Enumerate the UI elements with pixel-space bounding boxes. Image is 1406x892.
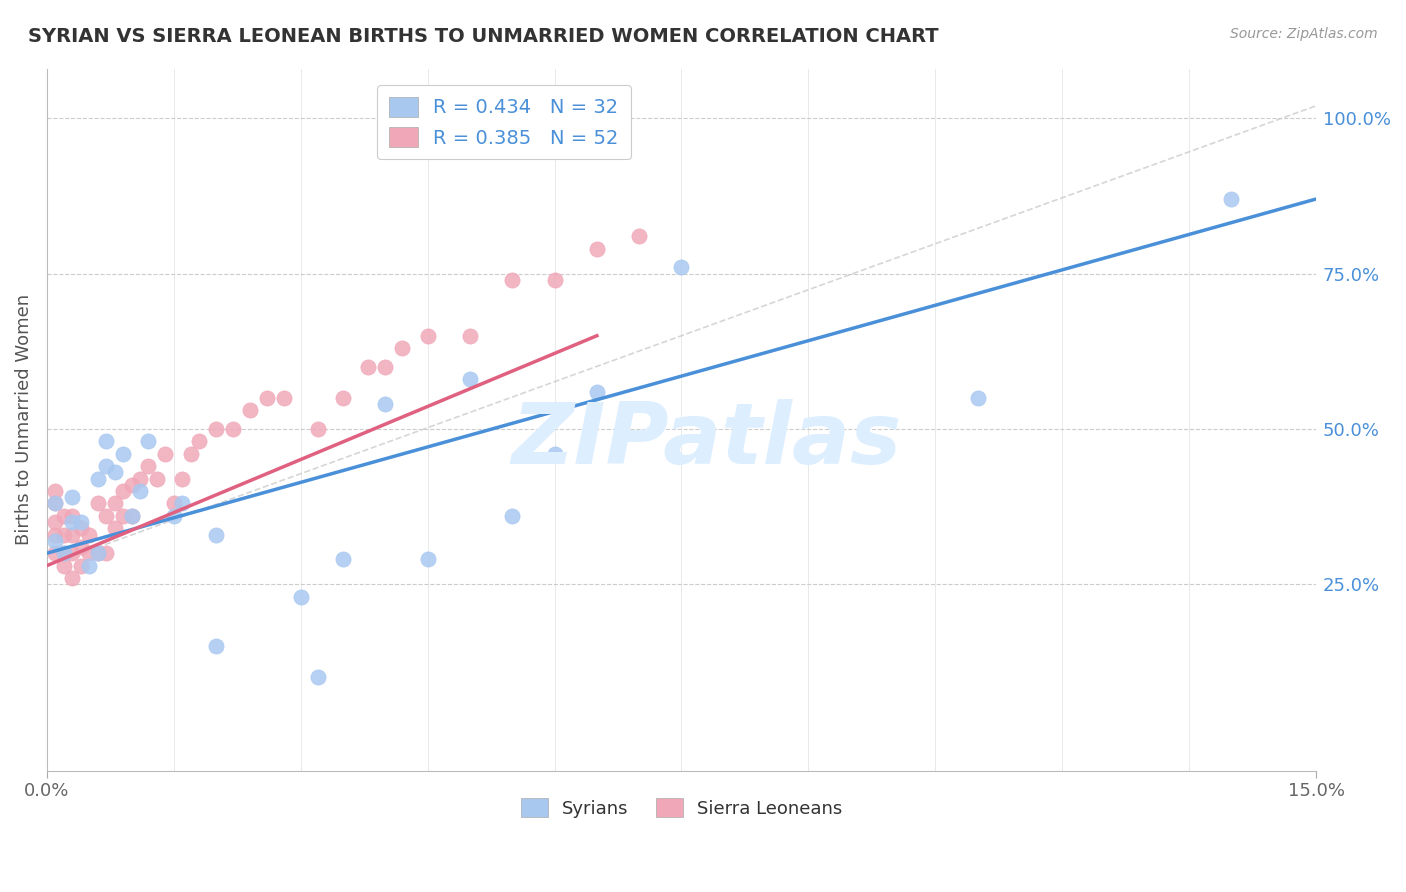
Point — [307, 671, 329, 685]
Point — [121, 508, 143, 523]
Point — [44, 546, 66, 560]
Point — [69, 515, 91, 529]
Point — [458, 328, 481, 343]
Point — [391, 341, 413, 355]
Text: Source: ZipAtlas.com: Source: ZipAtlas.com — [1230, 27, 1378, 41]
Point — [103, 521, 125, 535]
Point — [94, 434, 117, 449]
Point — [357, 359, 380, 374]
Point — [86, 472, 108, 486]
Point — [112, 508, 135, 523]
Point — [290, 590, 312, 604]
Point — [121, 508, 143, 523]
Point — [180, 447, 202, 461]
Point — [60, 490, 83, 504]
Point — [273, 391, 295, 405]
Text: SYRIAN VS SIERRA LEONEAN BIRTHS TO UNMARRIED WOMEN CORRELATION CHART: SYRIAN VS SIERRA LEONEAN BIRTHS TO UNMAR… — [28, 27, 939, 45]
Point — [146, 472, 169, 486]
Point — [458, 372, 481, 386]
Point — [332, 552, 354, 566]
Point — [52, 546, 75, 560]
Point — [112, 447, 135, 461]
Point — [86, 496, 108, 510]
Point — [332, 391, 354, 405]
Point — [94, 546, 117, 560]
Point — [69, 521, 91, 535]
Point — [205, 640, 228, 654]
Point — [138, 434, 160, 449]
Point — [543, 447, 565, 461]
Point — [129, 472, 152, 486]
Point — [60, 515, 83, 529]
Point — [44, 527, 66, 541]
Point — [60, 546, 83, 560]
Point — [44, 484, 66, 499]
Point — [501, 508, 523, 523]
Point — [416, 552, 439, 566]
Point — [60, 527, 83, 541]
Point — [77, 527, 100, 541]
Point — [44, 515, 66, 529]
Legend: Syrians, Sierra Leoneans: Syrians, Sierra Leoneans — [513, 791, 849, 825]
Point — [671, 260, 693, 275]
Point — [60, 571, 83, 585]
Point — [121, 478, 143, 492]
Point — [222, 422, 245, 436]
Point — [374, 359, 396, 374]
Point — [69, 540, 91, 554]
Point — [586, 384, 609, 399]
Point — [416, 328, 439, 343]
Point — [239, 403, 262, 417]
Point — [155, 447, 177, 461]
Point — [103, 466, 125, 480]
Point — [205, 527, 228, 541]
Point — [94, 459, 117, 474]
Point — [307, 422, 329, 436]
Point — [138, 459, 160, 474]
Point — [77, 546, 100, 560]
Point — [205, 422, 228, 436]
Point — [374, 397, 396, 411]
Point — [86, 546, 108, 560]
Point — [69, 558, 91, 573]
Point — [44, 496, 66, 510]
Point — [256, 391, 278, 405]
Point — [172, 496, 194, 510]
Point — [586, 242, 609, 256]
Point — [60, 508, 83, 523]
Point — [172, 472, 194, 486]
Point — [1220, 192, 1243, 206]
Point — [52, 546, 75, 560]
Point — [44, 533, 66, 548]
Point — [966, 391, 988, 405]
Point — [52, 527, 75, 541]
Point — [543, 273, 565, 287]
Point — [103, 496, 125, 510]
Point — [86, 546, 108, 560]
Point — [52, 508, 75, 523]
Point — [163, 496, 186, 510]
Point — [77, 558, 100, 573]
Y-axis label: Births to Unmarried Women: Births to Unmarried Women — [15, 294, 32, 545]
Point — [112, 484, 135, 499]
Text: ZIPatlas: ZIPatlas — [512, 400, 903, 483]
Point — [94, 508, 117, 523]
Point — [628, 229, 651, 244]
Point — [163, 508, 186, 523]
Point — [501, 273, 523, 287]
Point — [52, 558, 75, 573]
Point — [129, 484, 152, 499]
Point — [44, 496, 66, 510]
Point — [188, 434, 211, 449]
